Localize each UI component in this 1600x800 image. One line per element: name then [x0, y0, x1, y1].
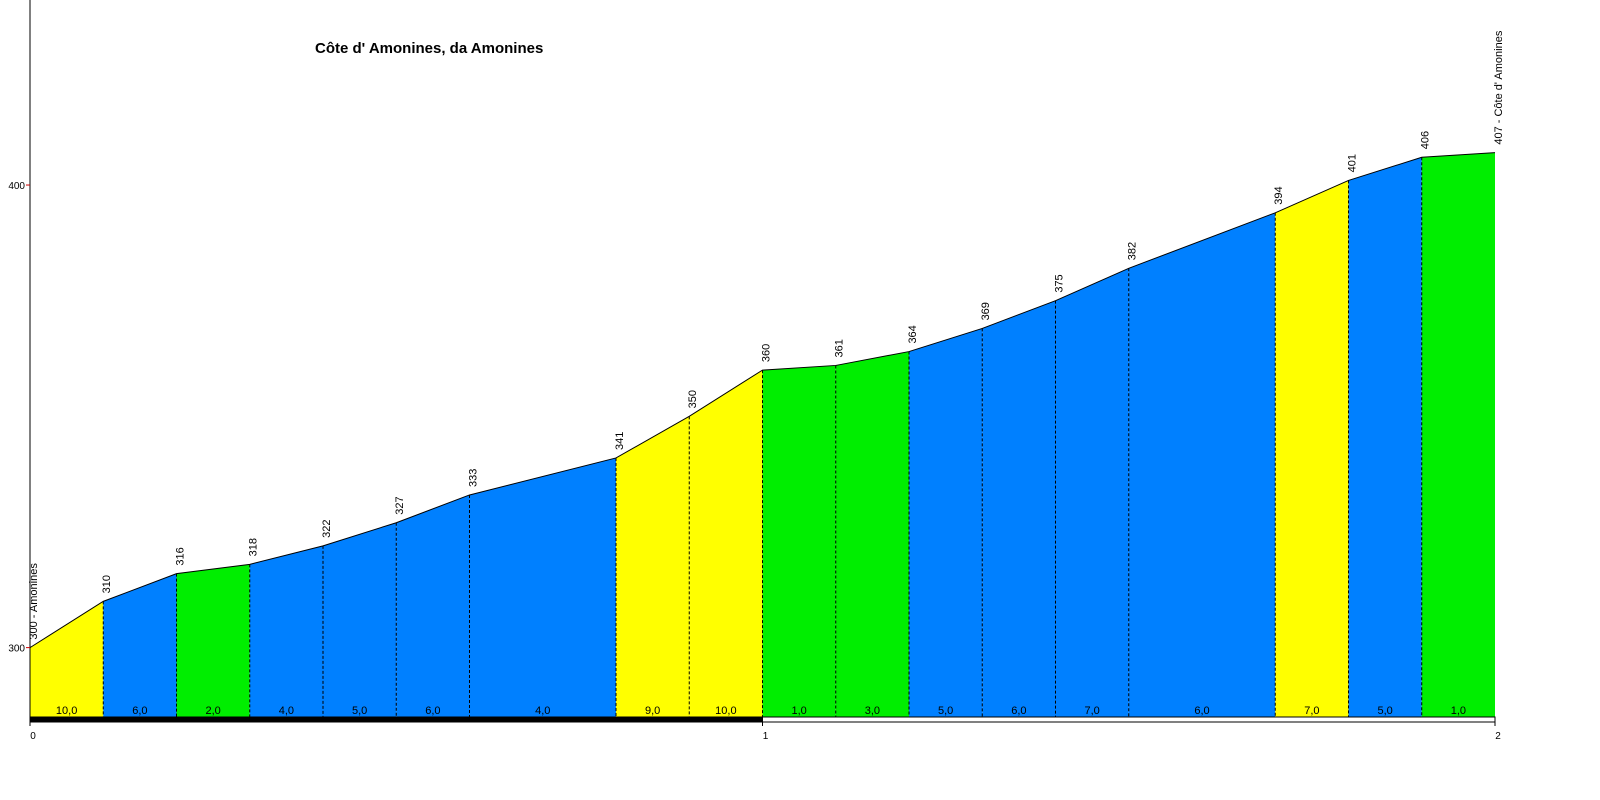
gradient-label: 10,0 [56, 705, 77, 717]
elevation-label: 333 [467, 469, 479, 487]
gradient-label: 4,0 [535, 705, 550, 717]
gradient-segment [1275, 180, 1349, 718]
gradient-segment [103, 573, 177, 717]
elevation-label: 300 - Amonines [28, 563, 40, 640]
chart-title: Côte d' Amonines, da Amonines [315, 40, 543, 57]
km-bar [762, 716, 1496, 723]
gradient-label: 9,0 [645, 705, 660, 717]
gradient-label: 6,0 [132, 705, 147, 717]
gradient-segment [1128, 212, 1276, 717]
elevation-label: 350 [687, 390, 699, 408]
elevation-label: 322 [321, 519, 333, 537]
gradient-label: 2,0 [205, 705, 220, 717]
elevation-label: 406 [1420, 131, 1432, 149]
elevation-label: 318 [248, 538, 260, 556]
x-tick-label: 1 [763, 731, 769, 742]
x-tick-label: 0 [30, 731, 36, 742]
gradient-segment [30, 601, 104, 717]
gradient-label: 4,0 [279, 705, 294, 717]
elevation-label: 316 [174, 547, 186, 565]
x-tick-label: 2 [1495, 731, 1501, 742]
elevation-label: 327 [394, 496, 406, 514]
elevation-label: 310 [101, 575, 113, 593]
gradient-label: 5,0 [352, 705, 367, 717]
gradient-label: 1,0 [1451, 705, 1466, 717]
elevation-label: 394 [1273, 186, 1285, 204]
elevation-label: 382 [1127, 242, 1139, 260]
gradient-label: 7,0 [1304, 705, 1319, 717]
gradient-label: 3,0 [865, 705, 880, 717]
elevation-label: 401 [1346, 154, 1358, 172]
gradient-label: 6,0 [1194, 705, 1209, 717]
gradient-segment [176, 564, 250, 717]
gradient-label: 6,0 [1011, 705, 1026, 717]
gradient-segment [1055, 268, 1129, 717]
elevation-label: 341 [614, 432, 626, 450]
y-tick-label: 300 [8, 644, 25, 655]
elevation-label: 369 [980, 302, 992, 320]
gradient-segment [982, 300, 1056, 717]
gradient-label: 10,0 [715, 705, 736, 717]
gradient-label: 5,0 [938, 705, 953, 717]
gradient-segment [689, 370, 763, 717]
gradient-segment [762, 365, 836, 717]
gradient-segment [323, 522, 397, 717]
elevation-label: 364 [907, 325, 919, 343]
gradient-segment [249, 545, 323, 717]
elevation-label: 361 [834, 339, 846, 357]
gradient-label: 5,0 [1377, 705, 1392, 717]
gradient-segment [396, 494, 470, 717]
gradient-label: 7,0 [1084, 705, 1099, 717]
gradient-segment [469, 457, 616, 717]
gradient-segment [835, 351, 909, 717]
gradient-label: 6,0 [425, 705, 440, 717]
elevation-label: 375 [1053, 274, 1065, 292]
gradient-label: 1,0 [791, 705, 806, 717]
gradient-segment [909, 328, 983, 717]
gradient-segment [1421, 152, 1495, 717]
y-tick-label: 400 [8, 181, 25, 192]
km-bar [29, 716, 763, 723]
elevation-label: 360 [760, 344, 772, 362]
profile-line [29, 152, 1496, 649]
gradient-segment [616, 416, 690, 717]
elevation-label: 407 - Côte d' Amonines [1493, 30, 1505, 145]
gradient-segment [1348, 157, 1422, 718]
